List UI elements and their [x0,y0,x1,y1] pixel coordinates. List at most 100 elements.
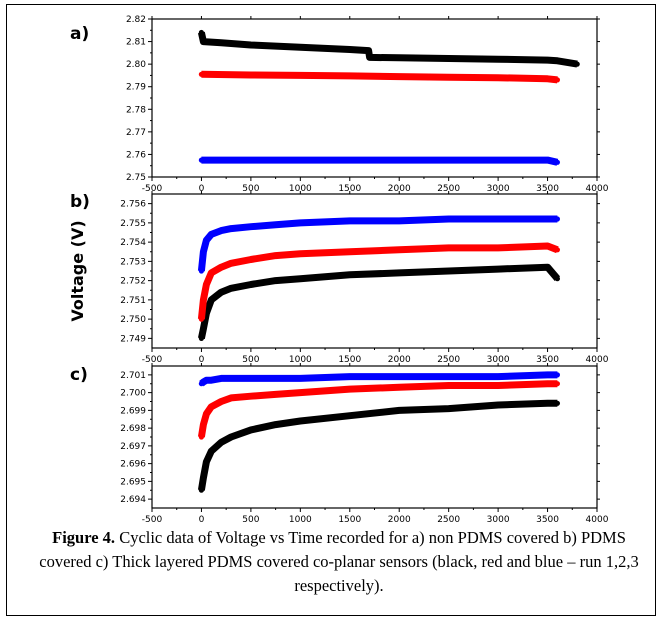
y-tick-label: 2.701 [120,371,146,381]
data-point-run-3 [554,372,561,378]
data-point-run-3 [248,224,254,230]
series-line-run-1 [197,31,578,68]
data-point-run-2 [198,434,204,440]
data-point-run-2 [297,251,303,257]
y-tick-label: 2.695 [120,477,146,487]
x-tick-label: 2000 [388,355,411,365]
caption-text: Cyclic data of Voltage vs Time recorded … [39,528,639,595]
data-point-run-2 [248,393,254,399]
data-point-run-2 [495,75,501,81]
data-point-run-1 [545,400,551,406]
x-tick-label: 3500 [536,355,559,365]
data-point-run-2 [495,382,501,389]
y-tick-label: 2.82 [126,15,146,25]
y-tick-label: 2.80 [126,60,146,70]
data-point-run-1 [198,487,204,493]
data-point-run-2 [228,395,234,401]
data-point-run-3 [446,374,452,380]
panel-label: b) [70,192,90,212]
data-point-run-1 [218,40,224,46]
y-tick-label: 2.749 [120,334,146,344]
data-point-run-3 [495,374,501,380]
chart-figure: -500 0 500 1000 1500 2000 2500 3000 3500 4000 2.75… [68,15,609,525]
data-point-run-1 [203,459,209,465]
data-point-run-3 [554,159,561,165]
data-point-run-3 [208,377,214,383]
data-point-run-3 [198,268,204,274]
y-tick-label: 2.75 [126,173,146,183]
y-tick-label: 2.753 [120,257,146,267]
y-tick-label: 2.754 [120,238,146,248]
data-point-run-1 [200,39,206,45]
y-tick-label: 2.750 [120,315,146,325]
x-tick-label: 3000 [487,355,510,365]
data-point-run-2 [208,270,214,276]
x-tick-label: 1000 [289,515,312,525]
caption-label: Figure 4. [52,528,116,547]
x-tick-label: 3500 [536,515,559,525]
data-point-run-2 [200,422,206,428]
data-point-run-3 [347,218,353,224]
data-point-run-1 [347,46,353,53]
data-point-run-1 [208,297,214,303]
data-point-run-3 [203,237,209,243]
y-tick-label: 2.755 [120,219,146,229]
data-point-run-3 [554,216,561,222]
data-point-run-1 [367,54,373,61]
data-point-run-1 [347,413,353,419]
y-tick-label: 2.694 [120,495,146,505]
y-tick-label: 2.699 [120,406,146,416]
data-point-run-1 [574,61,580,67]
x-tick-label: 1000 [289,184,312,194]
data-point-run-1 [366,48,372,54]
data-point-run-1 [495,56,501,62]
data-point-run-3 [208,231,214,237]
data-point-run-3 [396,218,402,224]
data-point-run-2 [203,411,209,417]
data-point-run-1 [273,278,279,284]
data-point-run-3 [297,157,303,163]
data-point-run-3 [446,157,452,163]
x-tick-label: 3500 [536,184,559,194]
x-tick-label: -500 [142,184,163,194]
data-point-run-2 [273,253,279,259]
data-point-run-2 [273,391,279,397]
x-axis-label: Time (s) [338,523,412,525]
x-tick-label: 1500 [338,355,361,365]
data-point-run-2 [495,245,501,251]
data-point-run-1 [554,58,561,64]
data-point-run-2 [396,247,402,253]
data-point-run-1 [248,42,254,48]
data-point-run-3 [545,216,551,222]
data-point-run-1 [347,272,353,278]
y-tick-label: 2.700 [120,389,146,399]
data-point-run-3 [495,157,501,163]
data-point-run-1 [545,57,551,63]
x-tick-label: 1500 [338,515,361,525]
x-tick-label: 500 [242,355,259,365]
y-tick-label: 2.78 [126,105,146,115]
y-axis-label: Voltage (V) [68,220,87,321]
data-point-run-1 [228,434,234,440]
chart-panel-3: -500 0 500 1000 1500 2000 2500 3000 3500 4000 2.69… [70,363,609,525]
series-line-run-1 [197,263,561,340]
data-point-run-2 [297,72,303,78]
figure-caption: Figure 4. Cyclic data of Voltage vs Time… [27,526,651,598]
data-point-run-3 [200,249,206,255]
data-point-run-2 [554,381,561,387]
x-tick-label: 500 [242,515,259,525]
data-point-run-1 [200,475,206,481]
data-point-run-2 [396,384,402,390]
data-point-run-3 [347,157,353,163]
x-tick-label: 0 [199,355,205,365]
x-tick-label: 0 [199,515,205,525]
data-point-run-3 [446,216,452,222]
data-point-run-2 [347,73,353,79]
data-point-run-1 [495,402,501,408]
data-point-run-1 [554,276,561,282]
x-tick-label: 4000 [586,515,609,525]
data-point-run-1 [248,427,254,433]
panel-label: a) [70,24,89,44]
data-point-run-1 [198,29,204,36]
data-point-run-3 [228,226,234,232]
